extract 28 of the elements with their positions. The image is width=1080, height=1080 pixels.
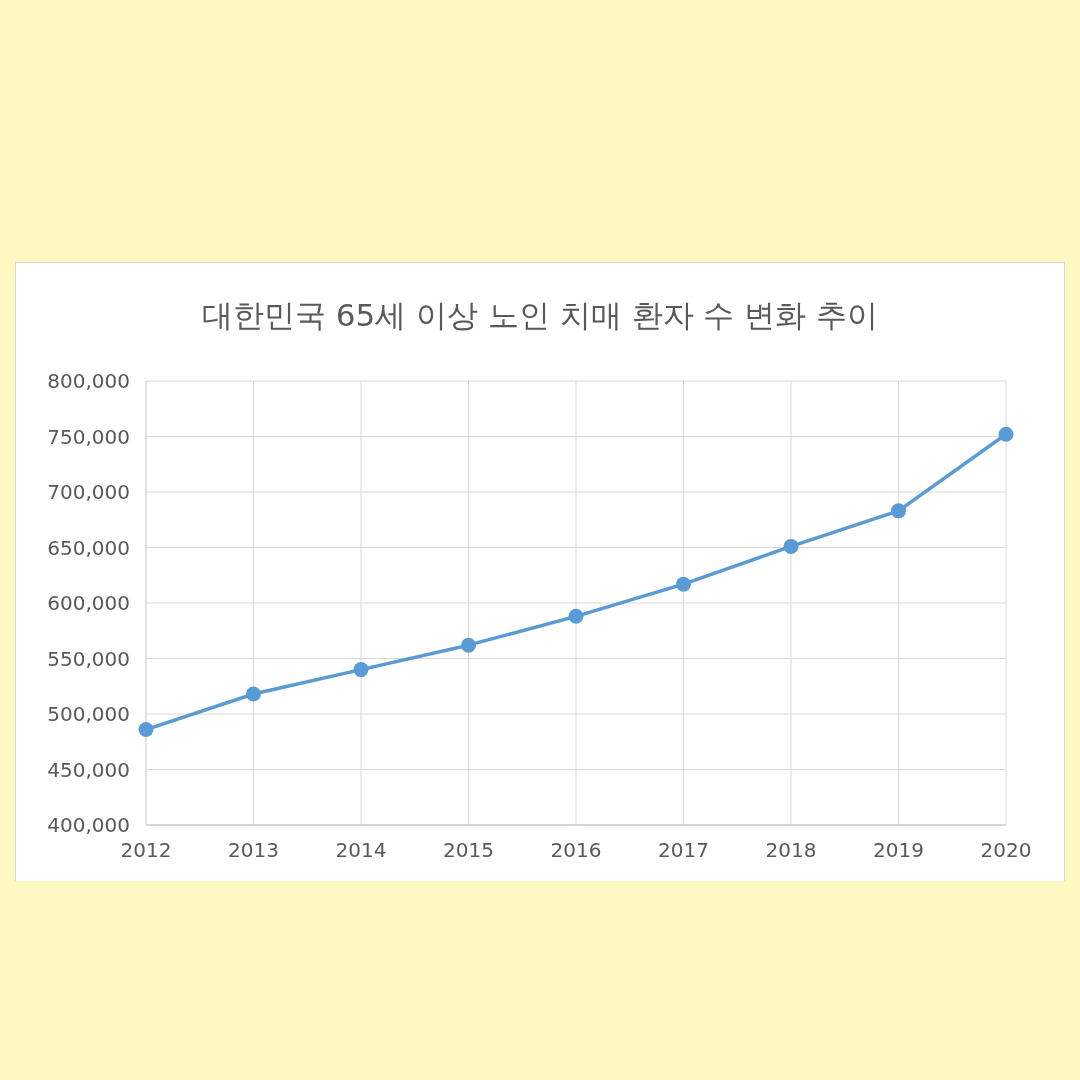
y-tick-label: 450,000 (47, 757, 130, 782)
chart-title: 대한민국 65세 이상 노인 치매 환자 수 변화 추이 (200, 296, 880, 335)
point (998, 426, 1014, 442)
y-tick-label: 550,000 (47, 646, 130, 671)
y-tick-label: 700,000 (47, 480, 130, 505)
x-tick-label: 2018 (765, 838, 817, 863)
point (138, 722, 154, 738)
y-tick-label: 600,000 (47, 591, 130, 616)
y-tick-label: 750,000 (47, 424, 130, 449)
y-tick-label: 650,000 (47, 535, 130, 560)
x-tick-label: 2017 (658, 838, 709, 863)
point (246, 686, 261, 702)
x-tick-label: 2015 (443, 838, 494, 863)
point (676, 576, 691, 592)
y-tick-label: 800,000 (47, 369, 130, 394)
x-tick-label: 2019 (873, 838, 924, 863)
point (891, 503, 906, 519)
y-tick-label: 500,000 (47, 702, 130, 727)
x-tick-label: 2013 (228, 838, 279, 863)
x-tick-label: 2016 (550, 838, 602, 863)
point (461, 637, 476, 653)
x-tick-label: 2020 (980, 838, 1032, 863)
y-tick-label: 400,000 (47, 813, 130, 838)
point (783, 538, 799, 554)
point (353, 662, 369, 678)
x-tick-label: 2014 (335, 838, 387, 863)
point (568, 608, 584, 624)
x-tick-label: 2012 (120, 838, 172, 863)
